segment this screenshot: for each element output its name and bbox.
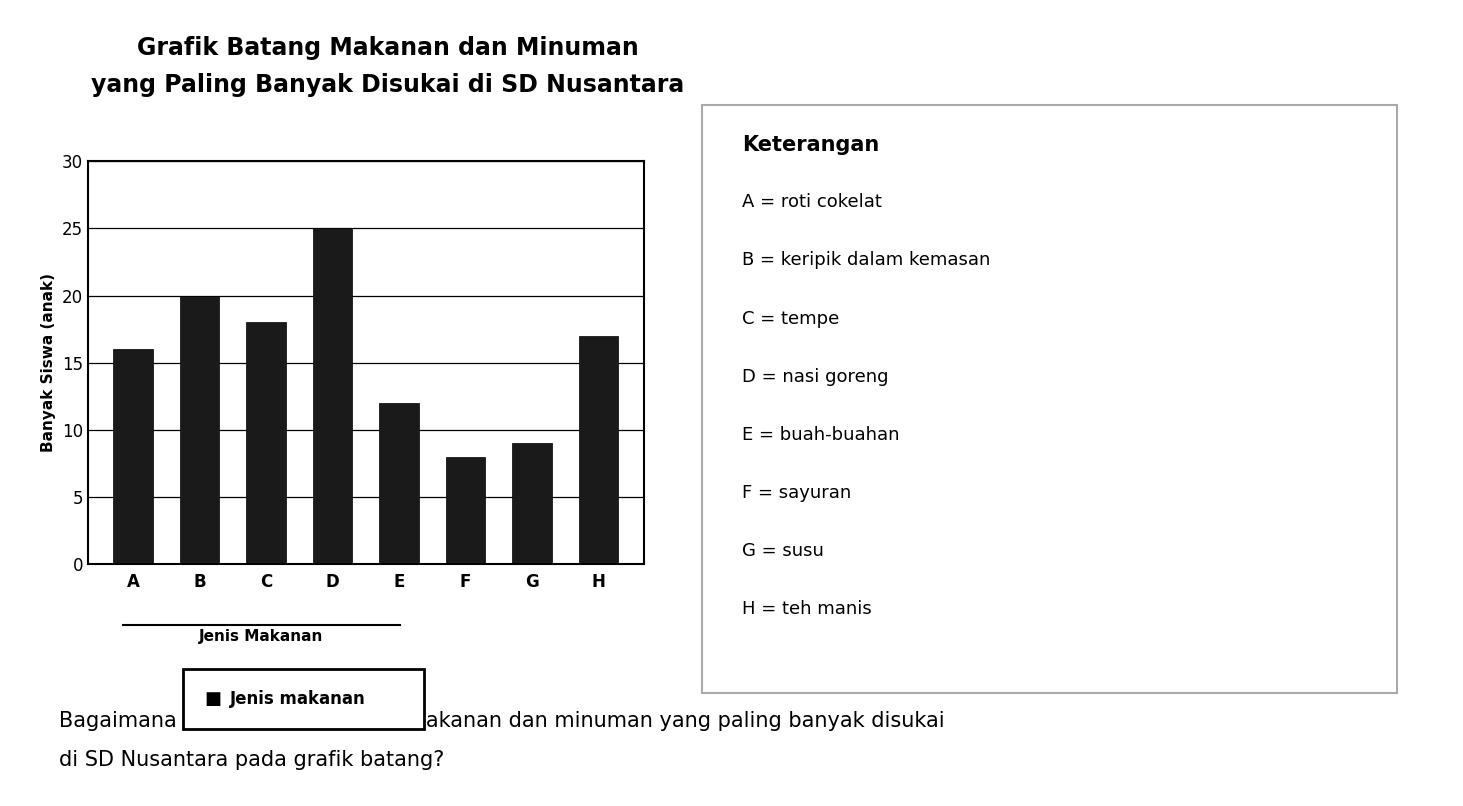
Text: A = roti cokelat: A = roti cokelat xyxy=(742,193,882,211)
Text: G = susu: G = susu xyxy=(742,542,824,559)
Bar xyxy=(578,336,619,564)
Y-axis label: Banyak Siswa (anak): Banyak Siswa (anak) xyxy=(41,273,56,452)
Text: H = teh manis: H = teh manis xyxy=(742,600,872,617)
Bar xyxy=(512,443,552,564)
Text: Bagaimana caramu menemukan makanan dan minuman yang paling banyak disukai: Bagaimana caramu menemukan makanan dan m… xyxy=(59,711,944,731)
Bar xyxy=(379,403,418,564)
Bar xyxy=(313,228,353,564)
Text: Jenis makanan: Jenis makanan xyxy=(230,690,366,708)
Text: D = nasi goreng: D = nasi goreng xyxy=(742,368,888,385)
Text: E = buah-buahan: E = buah-buahan xyxy=(742,426,900,443)
Bar xyxy=(180,296,219,564)
Bar xyxy=(446,457,486,564)
Text: ■: ■ xyxy=(205,690,222,708)
Text: yang Paling Banyak Disukai di SD Nusantara: yang Paling Banyak Disukai di SD Nusanta… xyxy=(91,73,685,97)
Text: F = sayuran: F = sayuran xyxy=(742,484,851,501)
Text: B = keripik dalam kemasan: B = keripik dalam kemasan xyxy=(742,251,990,269)
Text: C = tempe: C = tempe xyxy=(742,310,838,327)
Bar xyxy=(113,349,154,564)
Text: Keterangan: Keterangan xyxy=(742,135,879,155)
Text: Grafik Batang Makanan dan Minuman: Grafik Batang Makanan dan Minuman xyxy=(138,36,638,60)
Text: Jenis Makanan: Jenis Makanan xyxy=(199,629,323,644)
Bar xyxy=(246,322,285,564)
Text: di SD Nusantara pada grafik batang?: di SD Nusantara pada grafik batang? xyxy=(59,750,443,770)
